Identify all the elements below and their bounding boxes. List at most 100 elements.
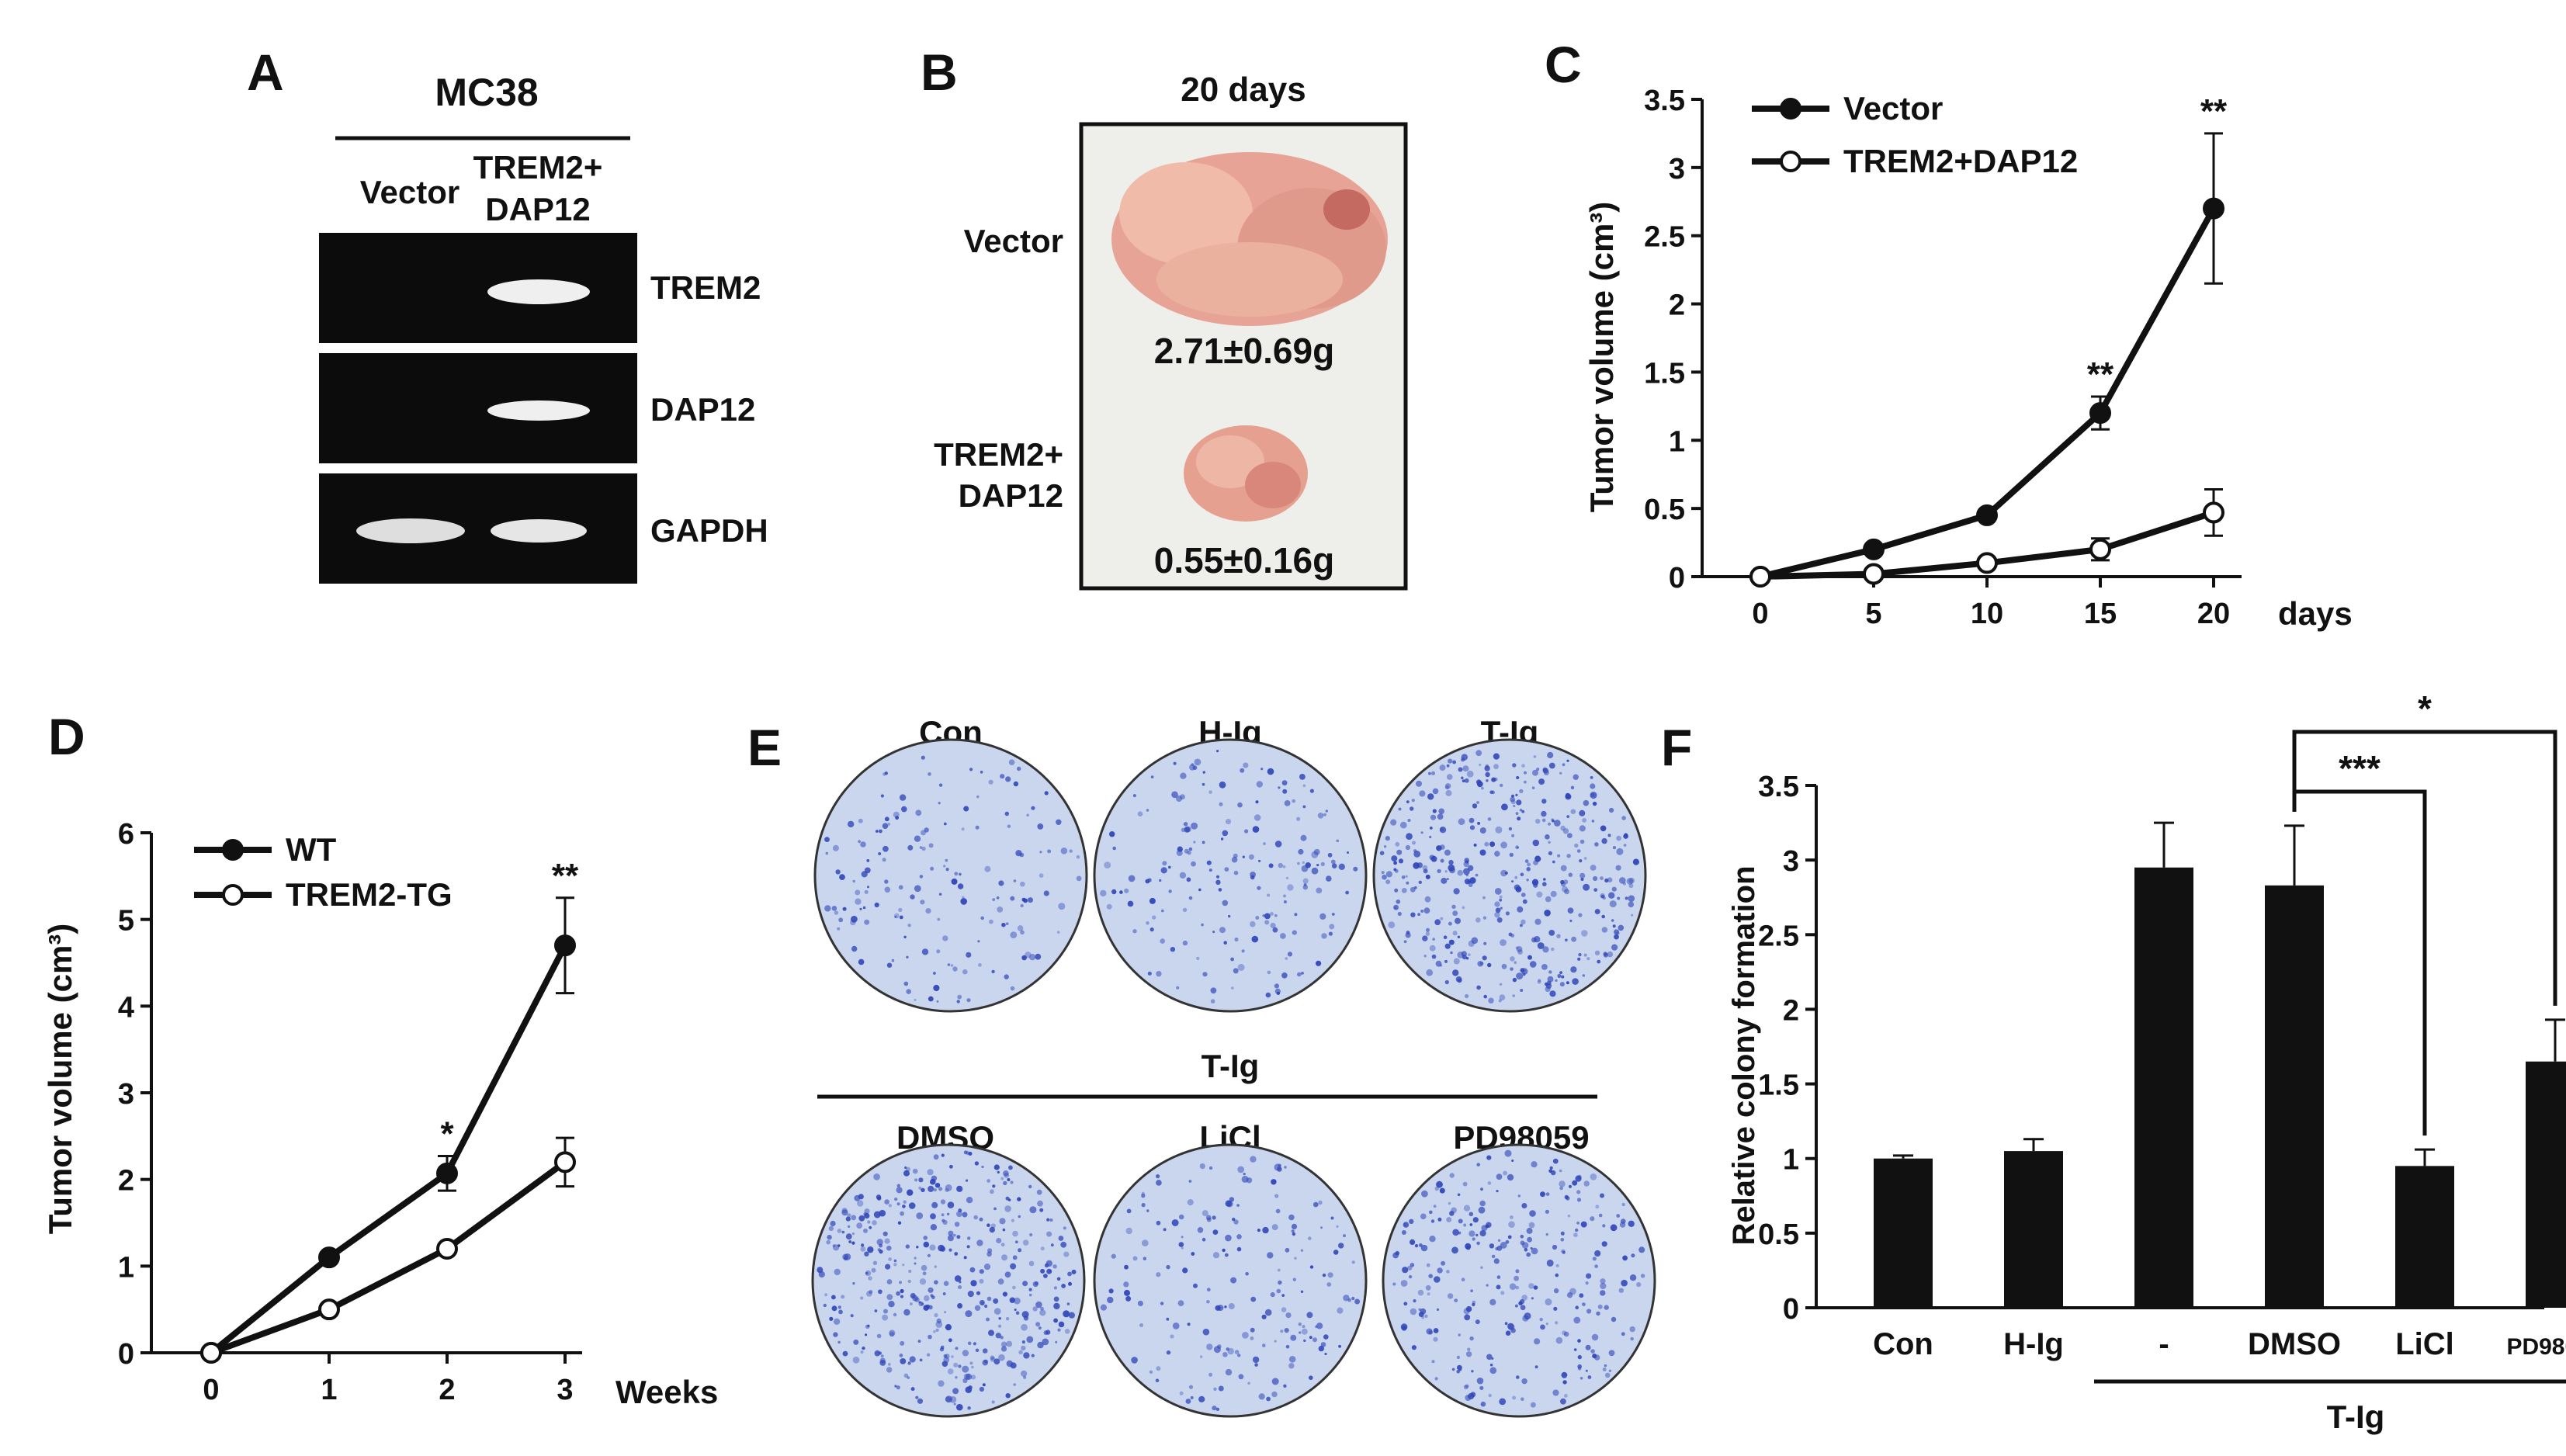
colony-dot	[1545, 1232, 1548, 1236]
colony-dot	[884, 1238, 890, 1244]
colony-dot	[1423, 907, 1430, 914]
colony-dot	[1002, 1291, 1007, 1297]
colony-dot	[907, 1376, 910, 1379]
colony-dot	[1013, 781, 1019, 787]
colony-dot	[1068, 1281, 1072, 1286]
colony-dot	[1521, 968, 1528, 975]
colony-dot	[867, 1246, 874, 1253]
colony-dot	[1608, 892, 1615, 899]
band-gapdh-lane1	[356, 518, 465, 543]
colony-dot	[1004, 811, 1010, 816]
colony-dot	[1182, 940, 1188, 946]
colony-dot	[1487, 962, 1492, 968]
colony-dot	[1180, 772, 1187, 779]
colony-dot	[1206, 1343, 1213, 1350]
colony-dot	[930, 1224, 938, 1231]
colony-dot	[1604, 1364, 1607, 1368]
colony-dot	[1524, 771, 1527, 775]
colony-dot	[1527, 1236, 1532, 1243]
colony-dot	[1485, 771, 1490, 778]
colony-dot	[1521, 919, 1526, 925]
colony-dot	[966, 1245, 970, 1249]
colony-dot	[1545, 834, 1550, 840]
colony-dot	[1602, 1368, 1607, 1371]
colony-dot	[1406, 800, 1410, 803]
blot-label-trem2: TREM2	[650, 269, 761, 306]
colony-dot	[1001, 922, 1006, 927]
colony-dot	[1401, 1230, 1406, 1235]
colony-dot	[1621, 816, 1626, 820]
colony-dot	[1465, 993, 1469, 999]
colony-dot	[1029, 1206, 1037, 1214]
colony-dot	[1267, 893, 1271, 897]
colony-dot	[1522, 899, 1527, 904]
colony-dot	[1312, 1337, 1317, 1343]
chart-f-bar	[2265, 885, 2324, 1308]
colony-dot	[1283, 1384, 1287, 1388]
colony-dot	[1039, 1309, 1046, 1316]
colony-dot	[1496, 1245, 1503, 1251]
colony-dot	[878, 1289, 882, 1295]
colony-dot	[876, 1333, 882, 1339]
colony-dot	[1590, 865, 1597, 871]
colony-dot	[977, 940, 980, 943]
colony-dot	[1112, 846, 1116, 851]
colony-dot	[1050, 1243, 1054, 1247]
colony-dot	[1146, 921, 1149, 925]
colony-dot	[1417, 862, 1423, 868]
colony-dot	[955, 1347, 959, 1350]
colony-dot	[1462, 765, 1469, 772]
colony-dot	[1100, 889, 1107, 897]
colony-dot	[1212, 1229, 1219, 1235]
colony-dot	[1433, 1336, 1438, 1342]
colony-dot	[865, 1333, 868, 1336]
colony-dot	[1202, 841, 1205, 844]
colony-dot	[1191, 822, 1198, 830]
colony-dot	[1545, 983, 1552, 990]
colony-dot	[1013, 1383, 1016, 1386]
chart-c-x-tick-label: 20	[2197, 598, 2230, 630]
colony-dot	[1014, 1309, 1017, 1311]
colony-dot	[1457, 935, 1461, 939]
colony-dot	[1515, 1285, 1520, 1290]
colony-dot	[1578, 952, 1582, 957]
chart-c-series-trem2-dap12-point	[2203, 501, 2224, 524]
colony-dot	[1202, 972, 1208, 977]
colony-dot	[845, 1233, 852, 1240]
colony-dot	[999, 1218, 1006, 1225]
colony-dot	[1566, 1291, 1573, 1298]
colony-dot	[1302, 1325, 1306, 1329]
colony-dot	[1007, 1178, 1011, 1181]
colony-dot	[1595, 1205, 1600, 1209]
colony-dot	[1111, 889, 1117, 895]
colony-dot	[1137, 811, 1143, 816]
colony-dot	[1516, 799, 1522, 806]
chart-f-bar	[2134, 867, 2193, 1308]
colony-dot	[1218, 888, 1222, 892]
colony-dot	[1254, 1363, 1258, 1367]
colony-dot	[981, 1165, 984, 1169]
colony-dot	[1526, 867, 1531, 872]
chart-c-y-tick-label: 3	[1669, 153, 1685, 185]
colony-dot	[1628, 877, 1635, 884]
colony-dot	[1511, 1160, 1514, 1162]
colony-dot	[1021, 1311, 1029, 1319]
colony-dot	[1012, 1285, 1016, 1290]
colony-dot	[939, 1347, 945, 1352]
colony-dot	[1594, 1264, 1598, 1268]
colony-dot	[1550, 890, 1557, 897]
colony-dot	[960, 898, 967, 905]
colony-dot	[1463, 1385, 1469, 1390]
colony-dot	[918, 1177, 924, 1183]
colony-dot	[1345, 890, 1349, 895]
colony-dot	[1247, 1381, 1250, 1385]
colony-dot	[1514, 1275, 1519, 1281]
colony-dot	[1570, 785, 1575, 789]
colony-dot	[1491, 777, 1496, 782]
lane-label-vector: Vector	[360, 174, 459, 210]
colony-dot	[851, 915, 858, 923]
colony-dot	[950, 964, 954, 967]
colony-dot	[878, 852, 882, 855]
chart-d-legend-trem2-tg-marker	[222, 884, 244, 906]
colony-dot	[936, 949, 941, 954]
